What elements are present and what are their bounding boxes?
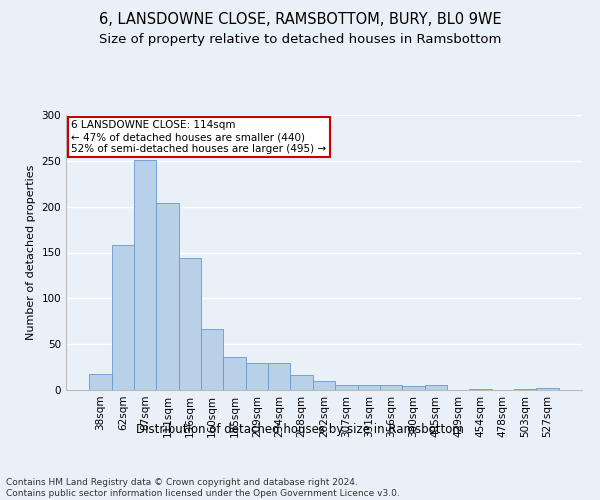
Text: 6 LANSDOWNE CLOSE: 114sqm
← 47% of detached houses are smaller (440)
52% of semi: 6 LANSDOWNE CLOSE: 114sqm ← 47% of detac…	[71, 120, 326, 154]
Bar	[246, 362, 268, 390]
Bar	[112, 245, 134, 390]
Text: Distribution of detached houses by size in Ramsbottom: Distribution of detached houses by size …	[136, 422, 464, 436]
Bar	[290, 376, 313, 390]
Text: Size of property relative to detached houses in Ramsbottom: Size of property relative to detached ho…	[99, 32, 501, 46]
Bar	[514, 389, 536, 390]
Bar	[536, 388, 559, 390]
Text: Contains HM Land Registry data © Crown copyright and database right 2024.
Contai: Contains HM Land Registry data © Crown c…	[6, 478, 400, 498]
Bar	[313, 381, 335, 390]
Bar	[425, 386, 447, 390]
Bar	[268, 362, 290, 390]
Bar	[402, 386, 425, 390]
Bar	[223, 357, 246, 390]
Bar	[469, 389, 491, 390]
Y-axis label: Number of detached properties: Number of detached properties	[26, 165, 36, 340]
Bar	[179, 258, 201, 390]
Bar	[358, 384, 380, 390]
Text: 6, LANSDOWNE CLOSE, RAMSBOTTOM, BURY, BL0 9WE: 6, LANSDOWNE CLOSE, RAMSBOTTOM, BURY, BL…	[98, 12, 502, 28]
Bar	[201, 328, 223, 390]
Bar	[89, 374, 112, 390]
Bar	[157, 203, 179, 390]
Bar	[134, 160, 157, 390]
Bar	[335, 386, 358, 390]
Bar	[380, 384, 402, 390]
